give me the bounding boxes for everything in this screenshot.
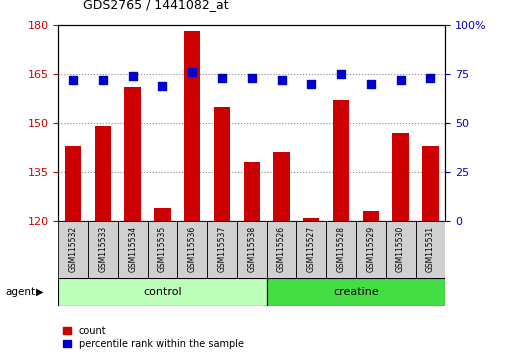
Bar (58, 278, 266, 306)
Point (98, 77, 107, 82)
Point (218, 75, 226, 81)
Bar (355, 221, 385, 278)
Text: GSM115531: GSM115531 (425, 226, 434, 272)
Bar (65, 146, 81, 221)
Text: GSM115529: GSM115529 (366, 226, 375, 272)
Text: GSM115535: GSM115535 (158, 226, 167, 272)
Text: GSM115527: GSM115527 (306, 226, 315, 272)
Bar (421, 146, 438, 221)
Bar (94, 126, 111, 221)
Bar (88, 221, 118, 278)
Text: GSM115533: GSM115533 (98, 226, 107, 272)
Point (69, 77, 77, 82)
Point (366, 81, 374, 87)
Bar (184, 32, 200, 221)
Bar (415, 221, 444, 278)
Text: GSM115528: GSM115528 (336, 226, 345, 272)
Bar (296, 221, 326, 278)
Bar (273, 153, 289, 221)
Bar (154, 208, 170, 221)
Point (426, 75, 434, 81)
Bar (266, 221, 296, 278)
Point (128, 73, 136, 79)
Bar (177, 221, 207, 278)
Text: GSM115532: GSM115532 (69, 226, 77, 272)
Text: GSM115536: GSM115536 (187, 226, 196, 272)
Bar (266, 278, 444, 306)
Bar (332, 100, 348, 221)
Point (158, 83, 166, 88)
Bar (385, 221, 415, 278)
Text: ▶: ▶ (36, 287, 44, 297)
Bar (207, 221, 236, 278)
Point (247, 75, 256, 81)
Legend: count, percentile rank within the sample: count, percentile rank within the sample (63, 326, 243, 349)
Text: control: control (143, 287, 181, 297)
Bar (213, 107, 230, 221)
Bar (243, 162, 260, 221)
Bar (236, 221, 266, 278)
Bar (392, 133, 408, 221)
Text: GSM115537: GSM115537 (217, 226, 226, 272)
Bar (326, 221, 355, 278)
Bar (302, 218, 319, 221)
Point (188, 69, 196, 75)
Bar (147, 221, 177, 278)
Text: GSM115538: GSM115538 (247, 226, 256, 272)
Text: GDS2765 / 1441082_at: GDS2765 / 1441082_at (83, 0, 229, 11)
Bar (118, 221, 147, 278)
Point (277, 77, 285, 82)
Point (396, 77, 404, 82)
Text: GSM115526: GSM115526 (276, 226, 285, 272)
Text: creatine: creatine (332, 287, 378, 297)
Text: GSM115530: GSM115530 (395, 226, 405, 272)
Text: GSM115534: GSM115534 (128, 226, 137, 272)
Point (336, 71, 344, 77)
Bar (58, 221, 88, 278)
Text: agent: agent (5, 287, 35, 297)
Point (307, 81, 315, 87)
Bar (362, 211, 378, 221)
Bar (124, 87, 140, 221)
